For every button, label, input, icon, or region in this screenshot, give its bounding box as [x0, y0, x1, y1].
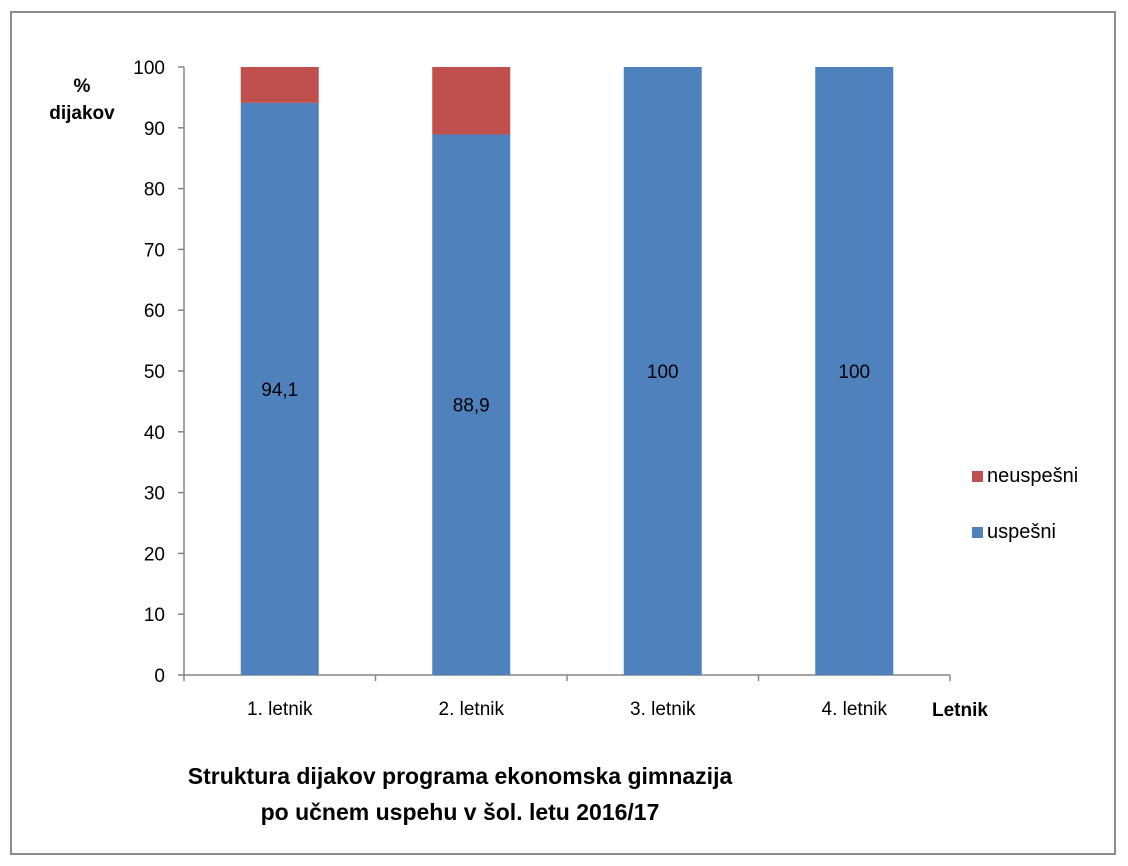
x-tick-label-3: 3. letnik: [630, 699, 696, 720]
bar-uspesni-2: [432, 134, 511, 675]
y-tick-label-100: 100: [133, 58, 165, 79]
y-tick-label-0: 0: [154, 666, 165, 687]
y-tick-label-40: 40: [144, 423, 165, 444]
x-axis-label: Letnik: [932, 700, 988, 721]
y-tick-label-20: 20: [144, 544, 165, 565]
y-tick-label-50: 50: [144, 362, 165, 383]
chart-title: Struktura dijakov programa ekonomska gim…: [110, 758, 810, 830]
legend-swatch-uspesni: [972, 526, 983, 538]
x-tick-label-1: 1. letnik: [247, 699, 313, 720]
y-tick-label-70: 70: [144, 240, 165, 261]
data-label-2: 88,9: [453, 396, 490, 417]
y-axis-label-line1: %: [73, 76, 91, 97]
y-tick-label-30: 30: [144, 484, 165, 505]
legend: neuspešni uspešni: [972, 462, 1078, 574]
y-axis-label-line2: dijakov: [49, 103, 115, 124]
data-label-1: 94,1: [261, 380, 298, 401]
bar-neuspesni-1: [240, 67, 319, 103]
x-tick-label-2: 2. letnik: [439, 699, 505, 720]
y-tick-label-10: 10: [144, 605, 165, 626]
bar-uspesni-4: [815, 67, 894, 675]
legend-label-neuspesni: neuspešni: [987, 464, 1079, 487]
chart-title-line2: po učnem uspehu v šol. letu 2016/17: [260, 799, 660, 825]
x-tick-label-4: 4. letnik: [822, 699, 888, 720]
chart-title-line1: Struktura dijakov programa ekonomska gim…: [187, 763, 733, 789]
data-label-4: 100: [838, 362, 870, 383]
bar-uspesni-1: [240, 102, 319, 675]
y-axis-label: % dijakov: [42, 73, 122, 127]
legend-label-uspesni: uspešni: [987, 520, 1056, 543]
y-tick-label-90: 90: [144, 119, 165, 140]
legend-swatch-neuspesni: [972, 470, 983, 482]
bar-neuspesni-2: [432, 67, 511, 135]
legend-item-uspesni: uspešni: [972, 518, 1078, 546]
data-label-3: 100: [647, 362, 679, 383]
bar-uspesni-3: [623, 67, 702, 675]
legend-item-neuspesni: neuspešni: [972, 462, 1078, 490]
y-tick-label-80: 80: [144, 180, 165, 201]
y-tick-label-60: 60: [144, 301, 165, 322]
chart-frame: [10, 11, 1116, 855]
